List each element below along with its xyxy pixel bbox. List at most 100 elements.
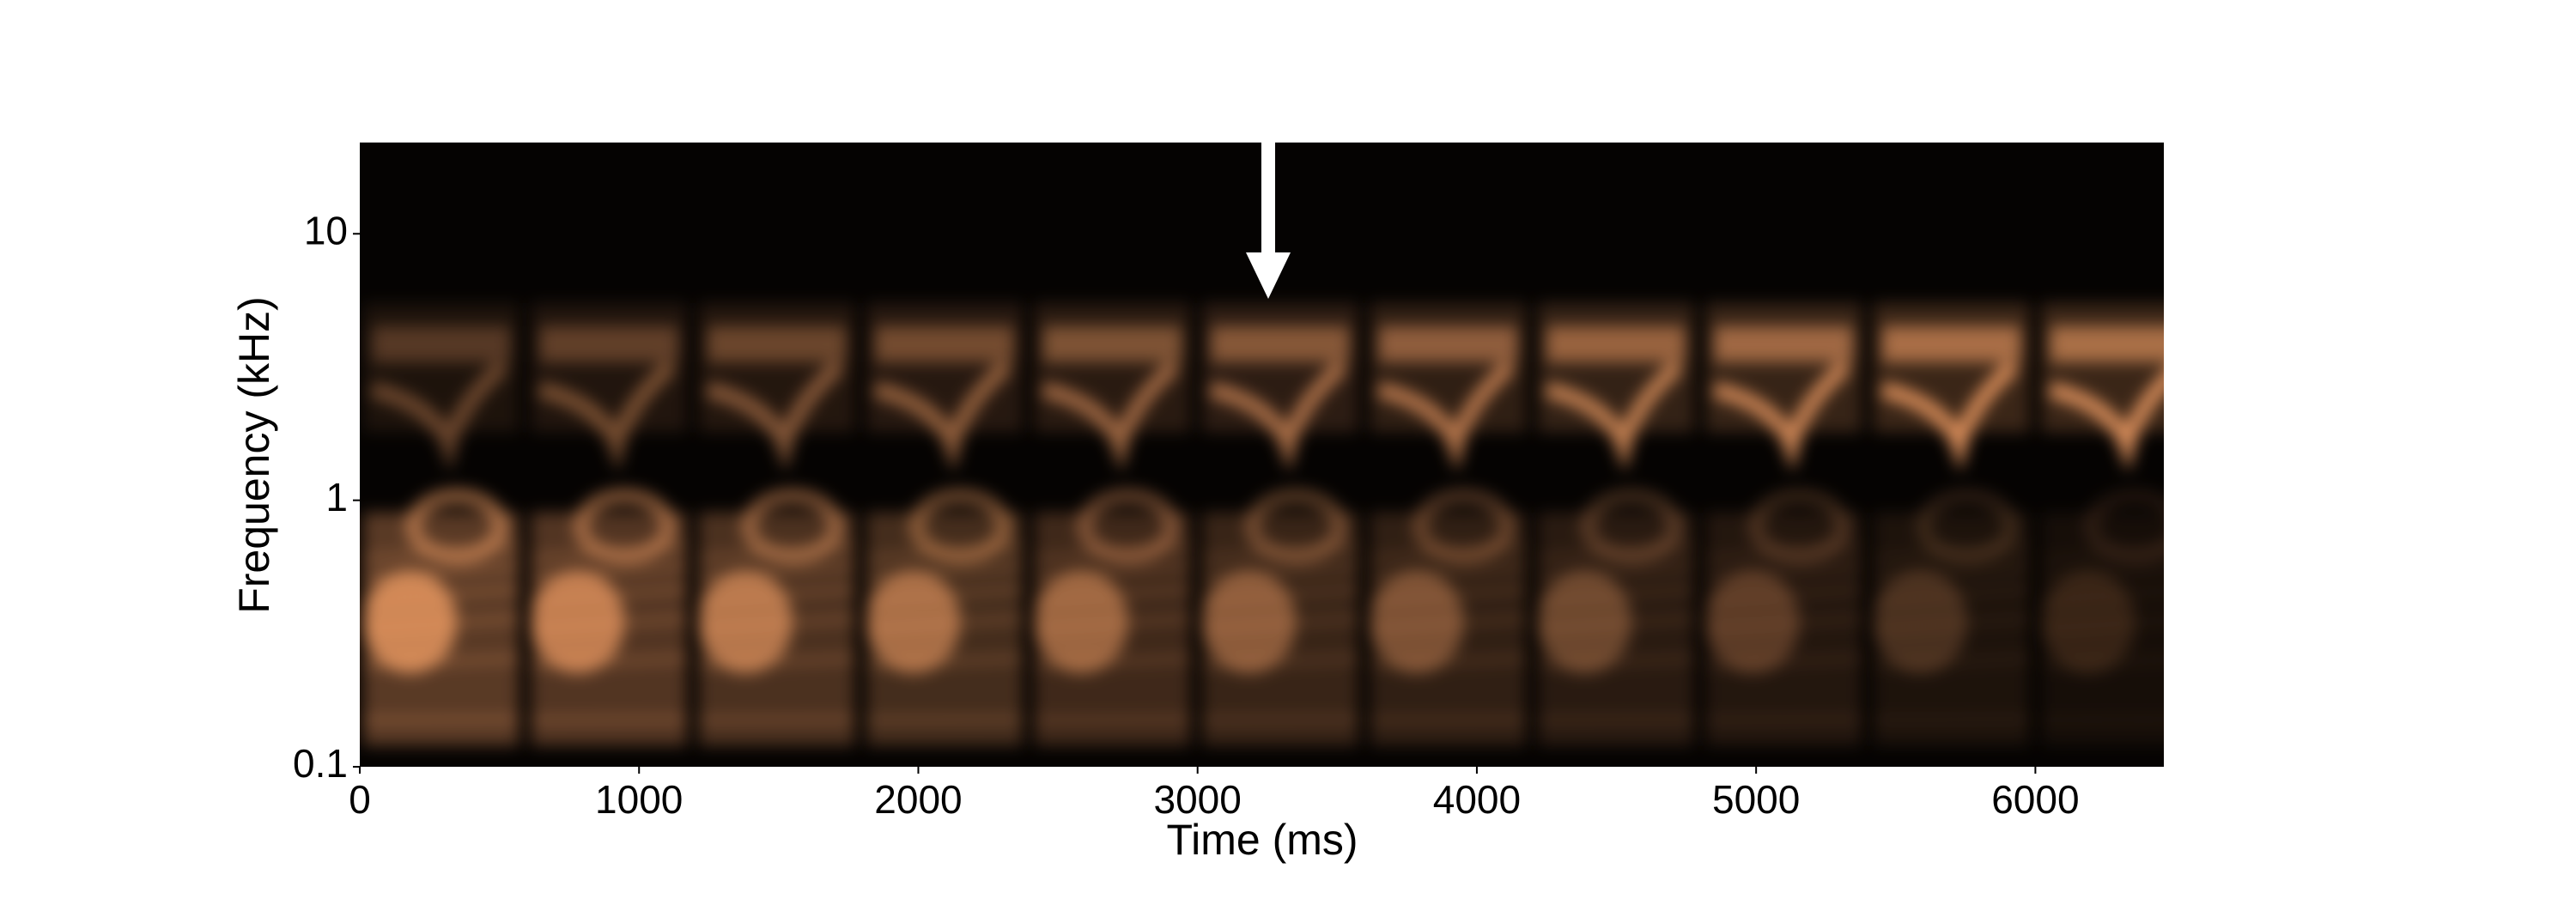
syllable <box>531 302 688 746</box>
harmonic <box>1705 655 1862 668</box>
harmonic <box>1537 655 1694 668</box>
syllable <box>1201 302 1358 746</box>
harmonic <box>1370 544 1527 562</box>
syllable <box>1873 302 2030 746</box>
harmonic <box>698 544 855 562</box>
harmonic <box>362 655 519 668</box>
high-core <box>1714 325 1853 362</box>
harmonic <box>698 655 855 668</box>
mid-ring <box>1245 489 1346 563</box>
arrow-annotation <box>1246 143 1291 299</box>
harmonic <box>1537 586 1694 604</box>
mid-ring <box>574 489 676 563</box>
high-core <box>707 325 847 362</box>
harmonic <box>531 544 688 562</box>
harmonic <box>531 562 688 581</box>
x-tick-label: 6000 <box>1991 777 2079 822</box>
harmonic <box>1873 655 2030 668</box>
harmonic <box>2041 617 2164 632</box>
harmonic <box>1370 562 1527 581</box>
harmonic <box>1201 562 1358 581</box>
syllable <box>2041 302 2164 746</box>
mid-ring <box>1748 489 1850 563</box>
harmonic <box>1873 562 2030 581</box>
v-sweep <box>369 360 509 472</box>
harmonic <box>1201 544 1358 562</box>
harmonic <box>1201 586 1358 604</box>
harmonic <box>1202 616 1358 632</box>
harmonic <box>1034 544 1191 562</box>
harmonic <box>866 544 1024 562</box>
high-core <box>1881 325 2021 362</box>
y-tick-label: 0.1 <box>293 741 348 786</box>
high-core <box>1378 325 1518 362</box>
syllable <box>1537 302 1694 746</box>
harmonic <box>698 562 855 581</box>
harmonic <box>1873 616 2030 632</box>
x-axis-title: Time (ms) <box>1166 816 1358 864</box>
high-core <box>1042 325 1182 362</box>
harmonic <box>1873 586 2030 604</box>
y-tick-label: 10 <box>304 208 348 252</box>
y-tick-label: 1 <box>325 475 348 519</box>
v-sweep <box>1880 360 2020 472</box>
harmonic <box>866 655 1023 668</box>
harmonic <box>1034 655 1191 668</box>
syllable <box>698 302 855 746</box>
syllable <box>1034 302 1191 746</box>
harmonic <box>1370 655 1527 668</box>
harmonic <box>531 616 688 632</box>
mid-ring <box>2084 489 2164 563</box>
syllable <box>1705 302 1862 746</box>
harmonic <box>362 586 519 604</box>
high-core <box>372 325 511 362</box>
harmonic <box>362 562 519 581</box>
harmonic <box>698 586 855 604</box>
v-sweep <box>1209 360 1348 472</box>
v-sweep <box>705 360 845 472</box>
v-sweep <box>1376 360 1516 472</box>
y-axis-title: Frequency (kHz) <box>230 296 278 614</box>
x-tick-label: 3000 <box>1154 777 1242 822</box>
harmonic <box>1537 616 1694 632</box>
mid-ring <box>1581 489 1682 563</box>
high-core <box>1211 325 1350 362</box>
spectrogram-image <box>362 302 2164 746</box>
harmonic <box>866 586 1023 604</box>
harmonic <box>1034 616 1191 632</box>
high-band <box>2041 302 2164 433</box>
harmonic <box>698 616 855 632</box>
high-core <box>2050 325 2164 362</box>
harmonic <box>2041 546 2164 562</box>
harmonic <box>1034 586 1191 604</box>
v-sweep <box>1041 360 1181 472</box>
harmonic <box>1705 544 1862 562</box>
harmonic <box>2041 657 2164 668</box>
harmonic <box>1370 586 1527 604</box>
harmonic <box>2041 589 2164 604</box>
mid-ring <box>1413 489 1515 563</box>
x-tick-label: 0 <box>349 777 371 822</box>
v-sweep <box>538 360 677 472</box>
harmonic <box>2041 565 2164 581</box>
harmonic <box>1202 655 1358 668</box>
high-core <box>539 325 678 362</box>
v-sweep <box>873 360 1012 472</box>
harmonic <box>866 616 1023 632</box>
mid-ring <box>406 489 507 563</box>
syllable <box>866 302 1024 746</box>
syllable <box>1370 302 1527 746</box>
harmonic <box>1705 562 1862 581</box>
harmonic <box>1705 586 1862 604</box>
high-core <box>1546 325 1686 362</box>
harmonic <box>1537 562 1694 581</box>
harmonic <box>531 586 688 604</box>
mid-ring <box>1077 489 1179 563</box>
x-tick-label: 2000 <box>874 777 962 822</box>
high-core <box>875 325 1014 362</box>
v-sweep <box>1544 360 1684 472</box>
harmonic <box>531 655 688 668</box>
harmonic <box>1705 616 1862 632</box>
harmonic <box>362 544 519 562</box>
